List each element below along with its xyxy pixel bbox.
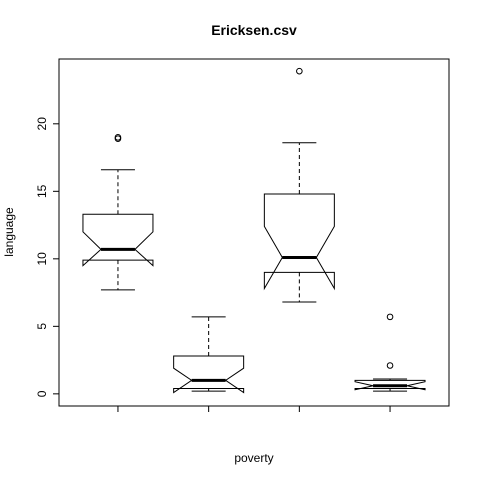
y-tick-label: 20 [35, 117, 49, 131]
y-axis-label: language [2, 207, 16, 257]
box-body [173, 355, 245, 394]
x-axis-label: poverty [234, 451, 273, 465]
box-1 [82, 134, 154, 291]
plot-frame [58, 58, 450, 407]
box-2 [173, 316, 245, 394]
box-body [263, 193, 335, 291]
y-tick-label: 10 [35, 252, 49, 266]
box-4 [354, 313, 426, 392]
outlier-point [386, 313, 394, 321]
x-axis [117, 405, 391, 412]
y-tick-label: 5 [35, 323, 49, 330]
chart-title: Ericksen.csv [211, 22, 297, 38]
outlier-point [114, 134, 122, 141]
box-3 [263, 67, 335, 303]
y-tick-label: 0 [35, 390, 49, 397]
y-axis: 0 5 10 15 20 [35, 117, 60, 397]
outlier-point [386, 362, 394, 369]
box-body [82, 213, 154, 267]
box-body [354, 379, 426, 391]
outlier-point [296, 67, 303, 75]
y-tick-label: 15 [35, 184, 49, 198]
boxes-group [82, 67, 426, 394]
